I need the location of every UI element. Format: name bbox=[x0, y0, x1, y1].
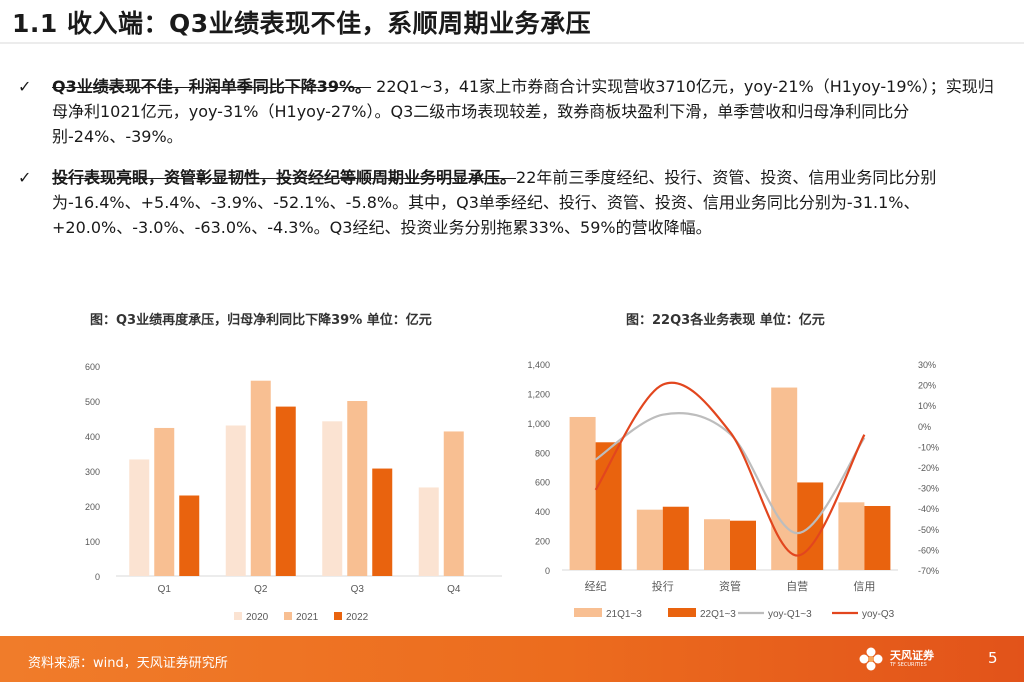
bar-21Q1~3-信用 bbox=[838, 502, 865, 570]
x-tick-label: Q1 bbox=[158, 584, 172, 595]
x-tick-label: 信用 bbox=[853, 580, 875, 593]
bar-21Q1~3-经纪 bbox=[569, 416, 596, 570]
y-right-tick-label: -30% bbox=[918, 484, 939, 494]
logo-subtitle: TF SECURITIES bbox=[890, 662, 927, 668]
x-tick-label: 资管 bbox=[719, 579, 741, 593]
bullet-text: 投行表现亮眼，资管彰显韧性，投资经纪等顺周期业务明显承压。22年前三季度经纪、投… bbox=[52, 165, 998, 240]
y-tick-label: 100 bbox=[85, 537, 100, 547]
x-tick-label: Q2 bbox=[254, 584, 268, 595]
y-right-tick-label: -70% bbox=[918, 566, 939, 576]
y-tick-label: 300 bbox=[85, 467, 100, 477]
y-left-tick-label: 800 bbox=[535, 448, 550, 458]
bar-2021-Q1 bbox=[154, 427, 175, 576]
bar-2020-Q2 bbox=[225, 425, 246, 576]
bar-2020-Q1 bbox=[129, 459, 150, 576]
business-segment-chart: 0 200 400 600 800 1,000 1,200 1,400 -70% -60% -50%… bbox=[527, 360, 939, 620]
x-tick-label: 投行 bbox=[652, 579, 674, 593]
y-tick-label: 0 bbox=[95, 572, 100, 582]
bullet-lead: 投行表现亮眼，资管彰显韧性，投资经纪等顺周期业务明显承压。 bbox=[52, 168, 517, 187]
logo-name: 天风证券 bbox=[890, 649, 934, 662]
y-tick-label: 400 bbox=[85, 432, 100, 442]
checkmark-icon: ✓ bbox=[18, 168, 32, 187]
bar-2020-Q3 bbox=[322, 421, 343, 576]
y-right-tick-label: -40% bbox=[918, 504, 939, 514]
bar-21Q1~3-投行 bbox=[636, 509, 663, 570]
bar-2021-Q4 bbox=[443, 431, 464, 576]
bar-22Q1~3-投行 bbox=[662, 506, 689, 570]
flower-logo-icon bbox=[859, 647, 883, 671]
source-note: 资料来源：wind，天风证券研究所 bbox=[28, 656, 228, 671]
legend-label: yoy-Q3 bbox=[862, 609, 895, 620]
y-right-tick-label: -20% bbox=[918, 463, 939, 473]
bar-21Q1~3-自营 bbox=[771, 387, 798, 570]
legend-swatch-21Q1~3 bbox=[574, 608, 602, 617]
y-right-tick-label: -10% bbox=[918, 442, 939, 452]
bullet-point-1: ✓ Q3业绩表现不佳，利润单季同比下降39%。 22Q1~3，41家上市券商合计… bbox=[18, 74, 998, 149]
y-left-tick-label: 1,400 bbox=[527, 360, 550, 370]
legend-swatch-22Q1~3 bbox=[668, 608, 696, 617]
page-title: 1.1 收入端：Q3业绩表现不佳，系顺周期业务承压 bbox=[12, 9, 592, 38]
bar-22Q1~3-经纪 bbox=[595, 442, 622, 570]
y-left-tick-label: 1,200 bbox=[527, 389, 550, 399]
y-left-tick-label: 200 bbox=[535, 537, 550, 547]
y-right-tick-label: 0% bbox=[918, 422, 931, 432]
legend-label: 21Q1~3 bbox=[606, 609, 642, 620]
y-right-tick-label: -50% bbox=[918, 525, 939, 535]
legend-label: yoy-Q1~3 bbox=[768, 609, 812, 620]
legend-swatch-2020 bbox=[234, 612, 242, 620]
y-left-tick-label: 1,000 bbox=[527, 419, 550, 429]
bar-2021-Q3 bbox=[347, 401, 368, 576]
legend-swatch-2022 bbox=[334, 612, 342, 620]
footer-bar: 资料来源：wind，天风证券研究所 天风证券 TF SECURITIES 5 bbox=[0, 636, 1024, 682]
bullet-lead: Q3业绩表现不佳，利润单季同比下降39%。 bbox=[52, 77, 372, 96]
y-left-tick-label: 400 bbox=[535, 507, 550, 517]
bar-22Q1~3-资管 bbox=[730, 520, 756, 570]
legend-label: 2022 bbox=[346, 612, 369, 623]
bar-2022-Q2 bbox=[275, 406, 296, 576]
y-right-tick-label: -60% bbox=[918, 545, 939, 555]
legend-swatch-2021 bbox=[284, 612, 292, 620]
checkmark-icon: ✓ bbox=[18, 77, 32, 96]
tf-securities-logo: 天风证券 TF SECURITIES bbox=[856, 642, 946, 676]
legend-label: 2021 bbox=[296, 612, 319, 623]
x-tick-label: 自营 bbox=[786, 579, 808, 593]
bullet-point-2: ✓ 投行表现亮眼，资管彰显韧性，投资经纪等顺周期业务明显承压。22年前三季度经纪… bbox=[18, 165, 998, 240]
chart1-title: 图：Q3业绩再度承压，归母净利同比下降39% 单位：亿元 bbox=[90, 313, 432, 328]
bullet-body: 22年前三季度经纪、投行、资管、投资、信用业务同比分别为-16.4%、+5.4%… bbox=[52, 168, 937, 237]
bar-2020-Q4 bbox=[418, 487, 439, 576]
x-tick-label: Q3 bbox=[351, 584, 365, 595]
y-left-tick-label: 0 bbox=[545, 566, 550, 576]
bar-21Q1~3-资管 bbox=[704, 519, 730, 570]
x-tick-label: 经纪 bbox=[585, 580, 607, 593]
chart2-title: 图：22Q3各业务表现 单位：亿元 bbox=[626, 313, 825, 328]
bullet-body: 22Q1~3，41家上市券商合计实现营收3710亿元，yoy-21%（H1yoy… bbox=[52, 77, 994, 146]
y-right-tick-label: 20% bbox=[918, 381, 936, 391]
bullet-text: Q3业绩表现不佳，利润单季同比下降39%。 22Q1~3，41家上市券商合计实现… bbox=[52, 74, 998, 149]
y-tick-label: 600 bbox=[85, 362, 100, 372]
y-left-tick-label: 600 bbox=[535, 478, 550, 488]
bar-2022-Q3 bbox=[372, 468, 393, 576]
title-divider bbox=[0, 42, 1024, 44]
y-right-tick-label: 30% bbox=[918, 360, 936, 370]
line-yoy-Q3 bbox=[594, 381, 866, 557]
bar-2021-Q2 bbox=[250, 380, 271, 576]
quarterly-profit-chart: 0 100 200 300 400 500 600 Q1 Q2 Q3 Q4 2020 2021 2022 bbox=[85, 362, 502, 623]
y-tick-label: 500 bbox=[85, 397, 100, 407]
page-number: 5 bbox=[988, 649, 998, 667]
bar-2022-Q1 bbox=[179, 495, 200, 576]
legend-label: 2020 bbox=[246, 612, 269, 623]
y-tick-label: 200 bbox=[85, 502, 100, 512]
bar-22Q1~3-信用 bbox=[864, 505, 891, 570]
x-tick-label: Q4 bbox=[447, 584, 461, 595]
legend-label: 22Q1~3 bbox=[700, 609, 736, 620]
y-right-tick-label: 10% bbox=[918, 401, 936, 411]
